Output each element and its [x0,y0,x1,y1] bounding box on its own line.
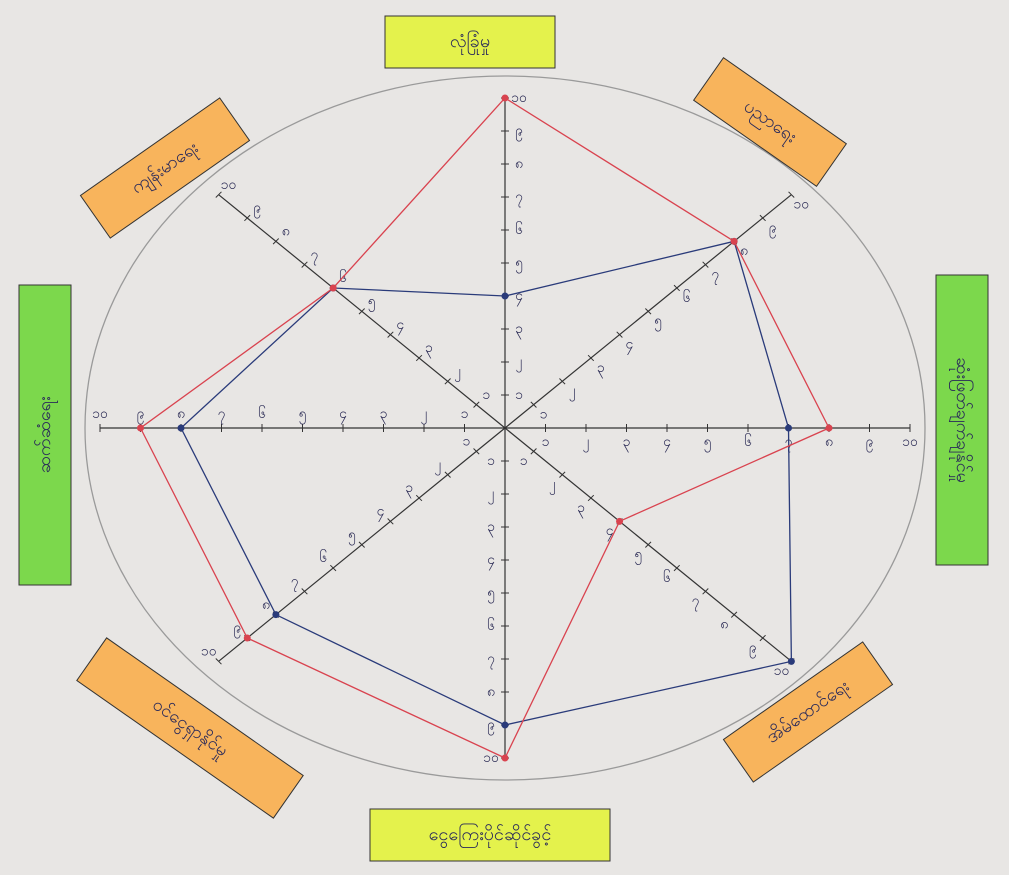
tick-label: ၁ [461,406,469,422]
tick-label: ၈ [282,223,290,239]
data-point [788,658,795,665]
tick-label: ၁ [463,433,471,449]
tick-label: ၁၀ [483,750,499,766]
data-point [502,95,509,102]
tick-label: ၇ [218,406,226,424]
tick-label: ၆ [515,222,523,238]
tick-label: ၉ [253,200,261,218]
tick-label: ၂ [421,406,428,424]
data-point [616,518,623,525]
data-point [502,755,509,762]
category-label: ဆက်ဆံရေး [34,396,58,473]
category-label: ဆုံးဖြတ်ချက်ချနိုင်မှု [949,357,974,483]
tick-label: ၈ [262,597,270,613]
category-box: ငွေကြေးပိုင်ဆိုင်ခွင့် [370,809,610,861]
tick-label: ၄ [487,552,495,570]
data-point [785,425,792,432]
tick-label: ၅ [515,255,523,273]
tick-label: ၆ [487,618,495,634]
tick-label: ၃ [597,360,605,378]
tick-label: ၇ [515,189,523,207]
tick-label: ၁ [520,453,528,469]
tick-label: ၂ [569,383,576,401]
tick-label: ၁ [540,407,548,423]
tick-label: ၄ [339,406,347,424]
tick-label: ၈ [825,434,833,450]
data-point [502,722,509,729]
category-label: ငွေကြေးပိုင်ဆိုင်ခွင့် [429,823,552,848]
category-box: ဆက်ဆံရေး [19,285,71,585]
tick-label: ၃ [380,406,388,424]
tick-label: ၈ [177,406,185,422]
tick-label: ၄ [377,503,385,521]
tick-label: ၇ [291,573,299,591]
data-point [137,425,144,432]
tick-label: ၈ [720,617,728,633]
tick-label: ၁၀ [92,406,108,422]
tick-label: ၁ [515,387,523,403]
tick-label: ၅ [368,293,376,311]
tick-label: ၃ [515,321,523,339]
data-point [244,635,251,642]
tick-label: ၁၀ [793,197,809,213]
tick-label: ၅ [299,406,307,424]
tick-label: ၁ [487,453,495,469]
tick-label: ၂ [454,363,461,381]
tick-label: ၄ [663,434,671,452]
tick-label: ၉ [515,123,523,141]
tick-label: ၆ [258,406,266,422]
tick-label: ၄ [515,288,523,306]
tick-label: ၈ [487,684,495,700]
tick-label: ၅ [704,434,712,452]
tick-label: ၁၀ [221,177,237,193]
tick-label: ၉ [769,220,777,238]
tick-label: ၄ [396,317,404,335]
tick-label: ၁၀ [902,434,918,450]
tick-label: ၂ [488,486,495,504]
tick-label: ၈ [515,156,523,172]
tick-label: ၇ [310,247,318,265]
tick-label: ၁ [482,387,490,403]
tick-label: ၆ [683,290,691,306]
tick-label: ၅ [487,585,495,603]
tick-label: ၈ [740,243,748,259]
tick-label: ၃ [405,480,413,498]
tick-label: ၅ [348,527,356,545]
tick-label: ၃ [623,434,631,452]
chart: ၁၂၃၄၅၆၇၈၉၁၀၁၂၃၄၅၆၇၈၉၁၀၁၂၃၄၅၆၇၈၉၁၀၁၂၃၄၅၆၇… [0,0,1009,875]
data-point [178,425,185,432]
tick-label: ၁ [542,434,550,450]
data-point [502,293,509,300]
tick-label: ၂ [434,457,441,475]
tick-label: ၇ [487,651,495,669]
tick-label: ၃ [487,519,495,537]
data-point [330,284,337,291]
category-label: လုံခြုံမှု [450,30,490,55]
tick-label: ၉ [749,640,757,658]
tick-label: ၉ [137,406,145,424]
tick-label: ၆ [744,434,752,450]
tick-label: ၂ [549,477,556,495]
tick-label: ၆ [319,550,327,566]
tick-label: ၄ [606,523,614,541]
tick-label: ၉ [866,434,874,452]
tick-label: ၁၀ [201,643,217,659]
data-point [731,238,738,245]
category-box: လုံခြုံမှု [385,16,555,68]
tick-label: ၁၀ [774,663,790,679]
tick-label: ၂ [516,354,523,372]
data-point [272,611,279,618]
tick-label: ၆ [663,570,671,586]
tick-label: ၄ [626,337,634,355]
data-point [826,425,833,432]
category-box: ဆုံးဖြတ်ချက်ချနိုင်မှု [936,275,988,565]
tick-label: ၂ [583,434,590,452]
tick-label: ၃ [425,340,433,358]
tick-label: ၅ [654,313,662,331]
tick-label: ၇ [692,593,700,611]
tick-label: ၃ [577,500,585,518]
tick-label: ၆ [339,270,347,286]
tick-label: ၇ [711,267,719,285]
tick-label: ၅ [634,547,642,565]
